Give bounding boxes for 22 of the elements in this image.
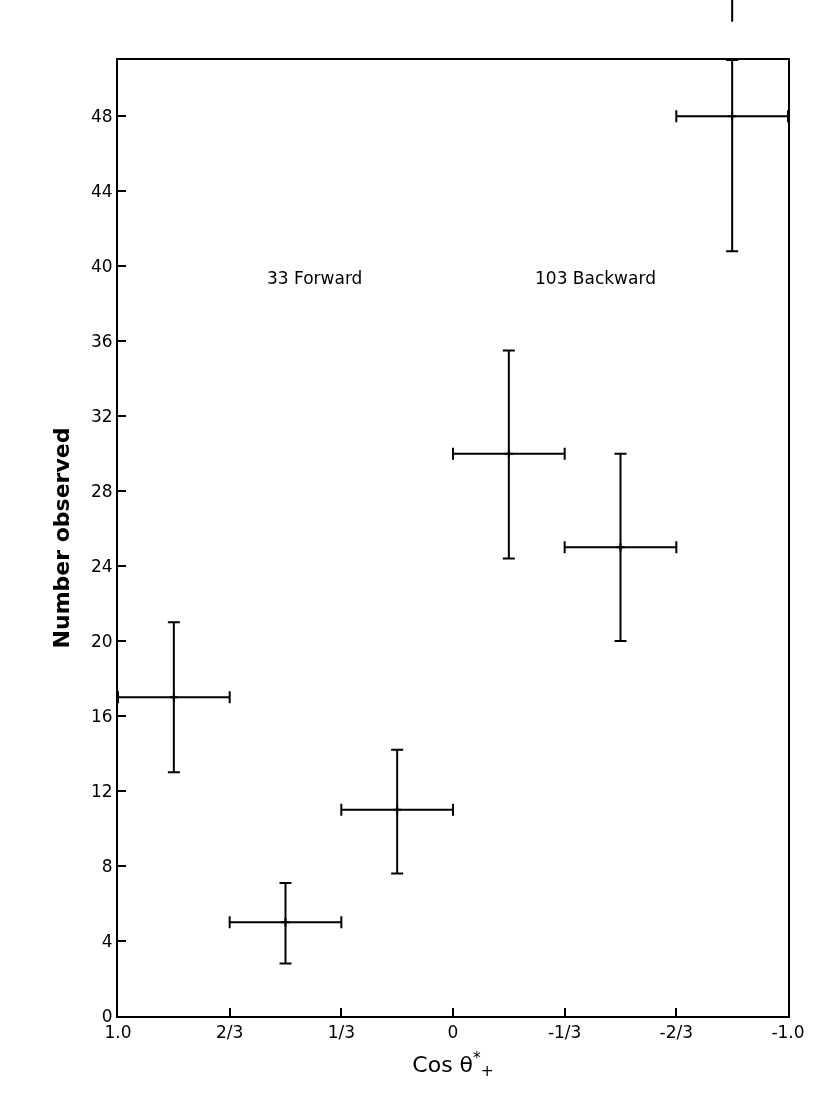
y-tick-label: 8 [101,855,113,876]
y-tick-label: 4 [101,930,113,951]
x-tick-label: 1/3 [327,1022,356,1043]
x-tick-label: -1.0 [771,1022,805,1043]
y-tick-label: 48 [90,106,113,127]
y-tick-label: 16 [90,706,113,727]
y-tick-label: 12 [90,781,113,802]
y-tick-label: 32 [90,406,113,427]
point [615,542,626,553]
y-tick-label: 24 [90,556,113,577]
y-tick-label: 44 [90,181,113,202]
x-tick-label: -1/3 [547,1022,582,1043]
annotation: 103 Backward [535,268,656,288]
y-tick-label: 20 [90,631,113,652]
x-tick-label: -2/3 [659,1022,694,1043]
x-tick-label: 2/3 [215,1022,244,1043]
annotation: 33 Forward [267,268,363,288]
y-tick-label: 28 [90,481,113,502]
y-tick-label: 36 [90,331,113,352]
x-tick-label: 0 [447,1022,459,1043]
y-axis-title: Number observed [49,427,75,649]
y-tick-label: 40 [90,256,113,277]
